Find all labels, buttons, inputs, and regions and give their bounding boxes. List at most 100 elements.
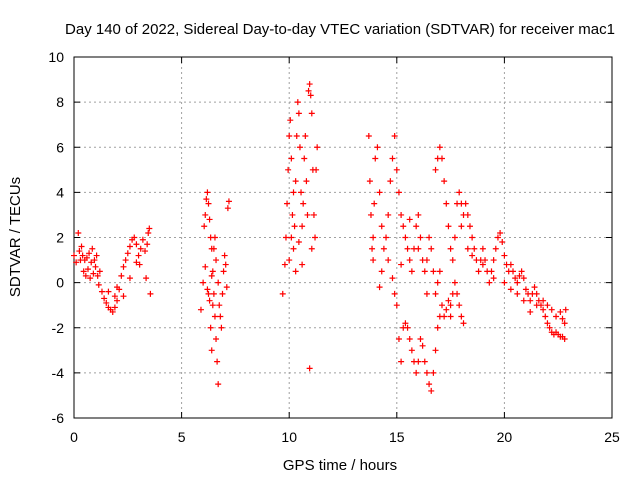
data-points [71, 81, 569, 394]
data-point [482, 257, 489, 264]
y-tick-label: -4 [52, 365, 65, 381]
data-point [415, 211, 422, 218]
y-tick-label: 10 [48, 49, 64, 65]
data-point [314, 144, 321, 151]
data-point [73, 259, 80, 266]
data-point [208, 347, 215, 354]
data-point [286, 132, 293, 139]
data-point [366, 178, 373, 185]
data-point [520, 297, 527, 304]
data-point [561, 336, 568, 343]
data-point [419, 342, 426, 349]
data-point [111, 304, 118, 311]
data-point [400, 223, 407, 230]
data-point [294, 99, 301, 106]
data-point [308, 245, 315, 252]
data-point [118, 272, 125, 279]
data-point [305, 87, 312, 94]
data-point [221, 252, 228, 259]
data-point [497, 229, 504, 236]
data-point [380, 245, 387, 252]
data-point [126, 275, 133, 282]
y-tick-label: 0 [56, 275, 64, 291]
data-point [518, 268, 525, 275]
data-point [200, 279, 207, 286]
data-point [434, 324, 441, 331]
data-point [499, 239, 506, 246]
data-point [207, 324, 214, 331]
data-point [426, 381, 433, 388]
data-point [295, 239, 302, 246]
data-point [469, 252, 476, 259]
data-point [559, 315, 566, 322]
data-point [544, 302, 551, 309]
data-point [479, 245, 486, 252]
data-point [93, 252, 100, 259]
data-point [562, 306, 569, 313]
data-point [512, 275, 519, 282]
data-point [306, 81, 313, 88]
data-point [88, 259, 95, 266]
data-point [144, 241, 151, 248]
data-point [299, 261, 306, 268]
data-point [79, 252, 86, 259]
data-point [408, 268, 415, 275]
data-point [408, 347, 415, 354]
data-point [308, 110, 315, 117]
data-point [306, 365, 313, 372]
data-point [209, 268, 216, 275]
data-point [488, 268, 495, 275]
data-point [378, 268, 385, 275]
data-point [417, 234, 424, 241]
data-point [527, 297, 534, 304]
data-point [307, 92, 314, 99]
data-point [202, 263, 209, 270]
data-point [365, 132, 372, 139]
data-point [205, 200, 212, 207]
data-point [456, 302, 463, 309]
data-point [89, 245, 96, 252]
data-point [313, 166, 320, 173]
data-point [447, 245, 454, 252]
data-point [557, 308, 564, 315]
data-point [423, 290, 430, 297]
data-point [91, 257, 98, 264]
data-point [378, 223, 385, 230]
data-point [204, 189, 211, 196]
data-point [553, 313, 560, 320]
data-point [101, 295, 108, 302]
data-point [114, 284, 121, 291]
data-point [133, 259, 140, 266]
data-point [395, 336, 402, 343]
data-point [201, 223, 208, 230]
data-point [501, 252, 508, 259]
data-point [292, 268, 299, 275]
data-point [206, 216, 213, 223]
data-point [296, 144, 303, 151]
data-point [421, 268, 428, 275]
data-point [96, 268, 103, 275]
data-point [432, 290, 439, 297]
data-point [109, 308, 116, 315]
data-point [426, 234, 433, 241]
data-point [295, 110, 302, 117]
data-point [142, 248, 149, 255]
data-point [289, 211, 296, 218]
data-point [415, 245, 422, 252]
data-point [421, 358, 428, 365]
y-tick-label: -2 [52, 320, 65, 336]
data-point [546, 324, 553, 331]
y-tick-label: 4 [56, 184, 64, 200]
data-point [533, 302, 540, 309]
data-point [438, 302, 445, 309]
x-tick-label: 0 [70, 429, 78, 445]
data-point [413, 223, 420, 230]
data-point [449, 257, 456, 264]
data-point [428, 387, 435, 394]
y-tick-label: 8 [56, 94, 64, 110]
data-point [544, 320, 551, 327]
data-point [406, 336, 413, 343]
data-point [376, 284, 383, 291]
x-tick-label: 5 [178, 429, 186, 445]
